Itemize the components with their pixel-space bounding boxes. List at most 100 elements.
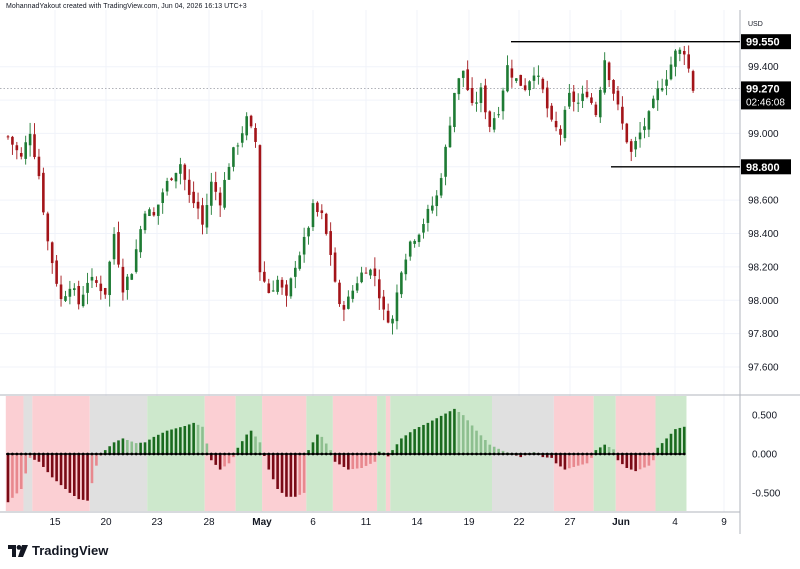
candle-body	[218, 192, 222, 206]
histogram-bar	[6, 454, 10, 503]
zero-line-dot	[329, 452, 333, 456]
histogram-bar	[629, 454, 633, 470]
candle-body	[64, 296, 67, 301]
zero-line-dot	[161, 452, 165, 456]
candle-body	[634, 140, 637, 150]
horizontal-levels[interactable]	[511, 41, 740, 168]
candle-body	[192, 191, 195, 204]
time-tick-label: 11	[361, 517, 372, 528]
histogram-bar	[545, 454, 549, 458]
time-tick-label: 28	[203, 517, 215, 528]
oscillator-axis-ticks[interactable]: 0.500 0.000 -0.500	[752, 411, 781, 500]
histogram-bar	[210, 454, 213, 461]
candle-body	[510, 68, 514, 78]
zero-line-dot	[479, 452, 483, 456]
histogram-bar	[143, 442, 147, 454]
histogram-bar	[258, 442, 262, 454]
zero-line-dot	[629, 452, 633, 456]
candle-body	[227, 166, 231, 180]
candle-body	[148, 209, 151, 217]
zero-line-dot	[651, 452, 655, 456]
candle-body	[488, 111, 492, 127]
candle-body	[302, 236, 306, 255]
zero-line-dot	[430, 452, 434, 456]
candle-body	[400, 272, 403, 295]
zero-line-dot	[435, 452, 439, 456]
candle-body	[475, 102, 478, 104]
zero-line-dot	[24, 452, 28, 456]
histogram-bar	[488, 444, 492, 454]
candle-body	[537, 75, 540, 77]
zero-line-dot	[148, 452, 151, 456]
price-tick-label: 98.200	[748, 262, 779, 273]
zero-line-dot	[492, 452, 496, 456]
current-price-badge-label: 99.270	[746, 83, 780, 95]
zero-line-dot	[417, 452, 421, 456]
candle-body	[183, 164, 187, 180]
zero-line-dot	[156, 452, 160, 456]
zero-line-dot	[117, 452, 120, 456]
candle-body	[68, 288, 72, 297]
zero-line-dot	[364, 452, 368, 456]
time-tick-label: 9	[721, 517, 727, 528]
zero-line-dot	[373, 452, 377, 456]
histogram-bar	[302, 454, 306, 493]
histogram-bar	[408, 432, 412, 454]
zero-line-dot	[174, 452, 178, 456]
zero-line-dot	[307, 452, 310, 456]
histogram-bar	[470, 425, 474, 454]
histogram-bar	[294, 454, 297, 497]
zero-line-dot	[537, 452, 540, 456]
candle-body	[435, 195, 439, 207]
histogram-bar	[218, 454, 222, 470]
zero-line-dot	[404, 452, 408, 456]
zero-line-dot	[669, 452, 673, 456]
zero-line-dot	[178, 452, 182, 456]
zero-line-dot	[90, 452, 94, 456]
histogram-bar	[439, 415, 443, 454]
candle-body	[333, 252, 337, 282]
time-tick-label: 19	[463, 517, 475, 528]
histogram-bar	[249, 430, 253, 454]
price-tick-label: 99.000	[748, 129, 779, 140]
candle-body	[294, 267, 297, 277]
candle-body	[156, 204, 160, 216]
oscillator-tick-label: -0.500	[752, 488, 781, 499]
zero-line-dot	[121, 452, 125, 456]
zero-line-dot	[28, 452, 32, 456]
histogram-bar	[68, 454, 72, 493]
zero-line-dot	[620, 452, 624, 456]
histogram-bar	[554, 454, 558, 464]
time-tick-label: Jun	[612, 517, 630, 528]
tradingview-brand[interactable]: TradingView	[8, 543, 108, 558]
zero-line-dot	[572, 452, 576, 456]
candle-body	[351, 290, 355, 299]
candle-body	[152, 212, 156, 216]
zero-line-dot	[95, 452, 98, 456]
candle-body	[174, 172, 178, 182]
candle-body	[386, 310, 390, 323]
candle-body	[134, 249, 138, 272]
zero-line-dot	[333, 452, 337, 456]
candle-body	[598, 89, 602, 118]
histogram-bar	[223, 454, 226, 467]
zero-line-dot	[453, 452, 456, 456]
candle-body	[519, 74, 523, 86]
zero-line-dot	[11, 452, 14, 456]
histogram-bar	[267, 454, 271, 470]
candle-body	[652, 98, 655, 108]
level-price-badge	[741, 159, 791, 175]
candle-body	[112, 234, 116, 260]
histogram-bar	[369, 454, 372, 464]
time-axis-ticks[interactable]: 15 20 23 28 May 6 11 14 19 22 27 Jun 4 9	[49, 517, 727, 528]
zero-line-dot	[46, 452, 50, 456]
zero-line-dot	[519, 452, 523, 456]
zero-line-dot	[249, 452, 253, 456]
histogram-bar	[50, 454, 54, 478]
candle-body	[258, 145, 262, 273]
candle-body	[647, 111, 651, 130]
candle-body	[377, 279, 381, 299]
candle-body	[532, 75, 536, 81]
candle-body	[24, 142, 27, 159]
